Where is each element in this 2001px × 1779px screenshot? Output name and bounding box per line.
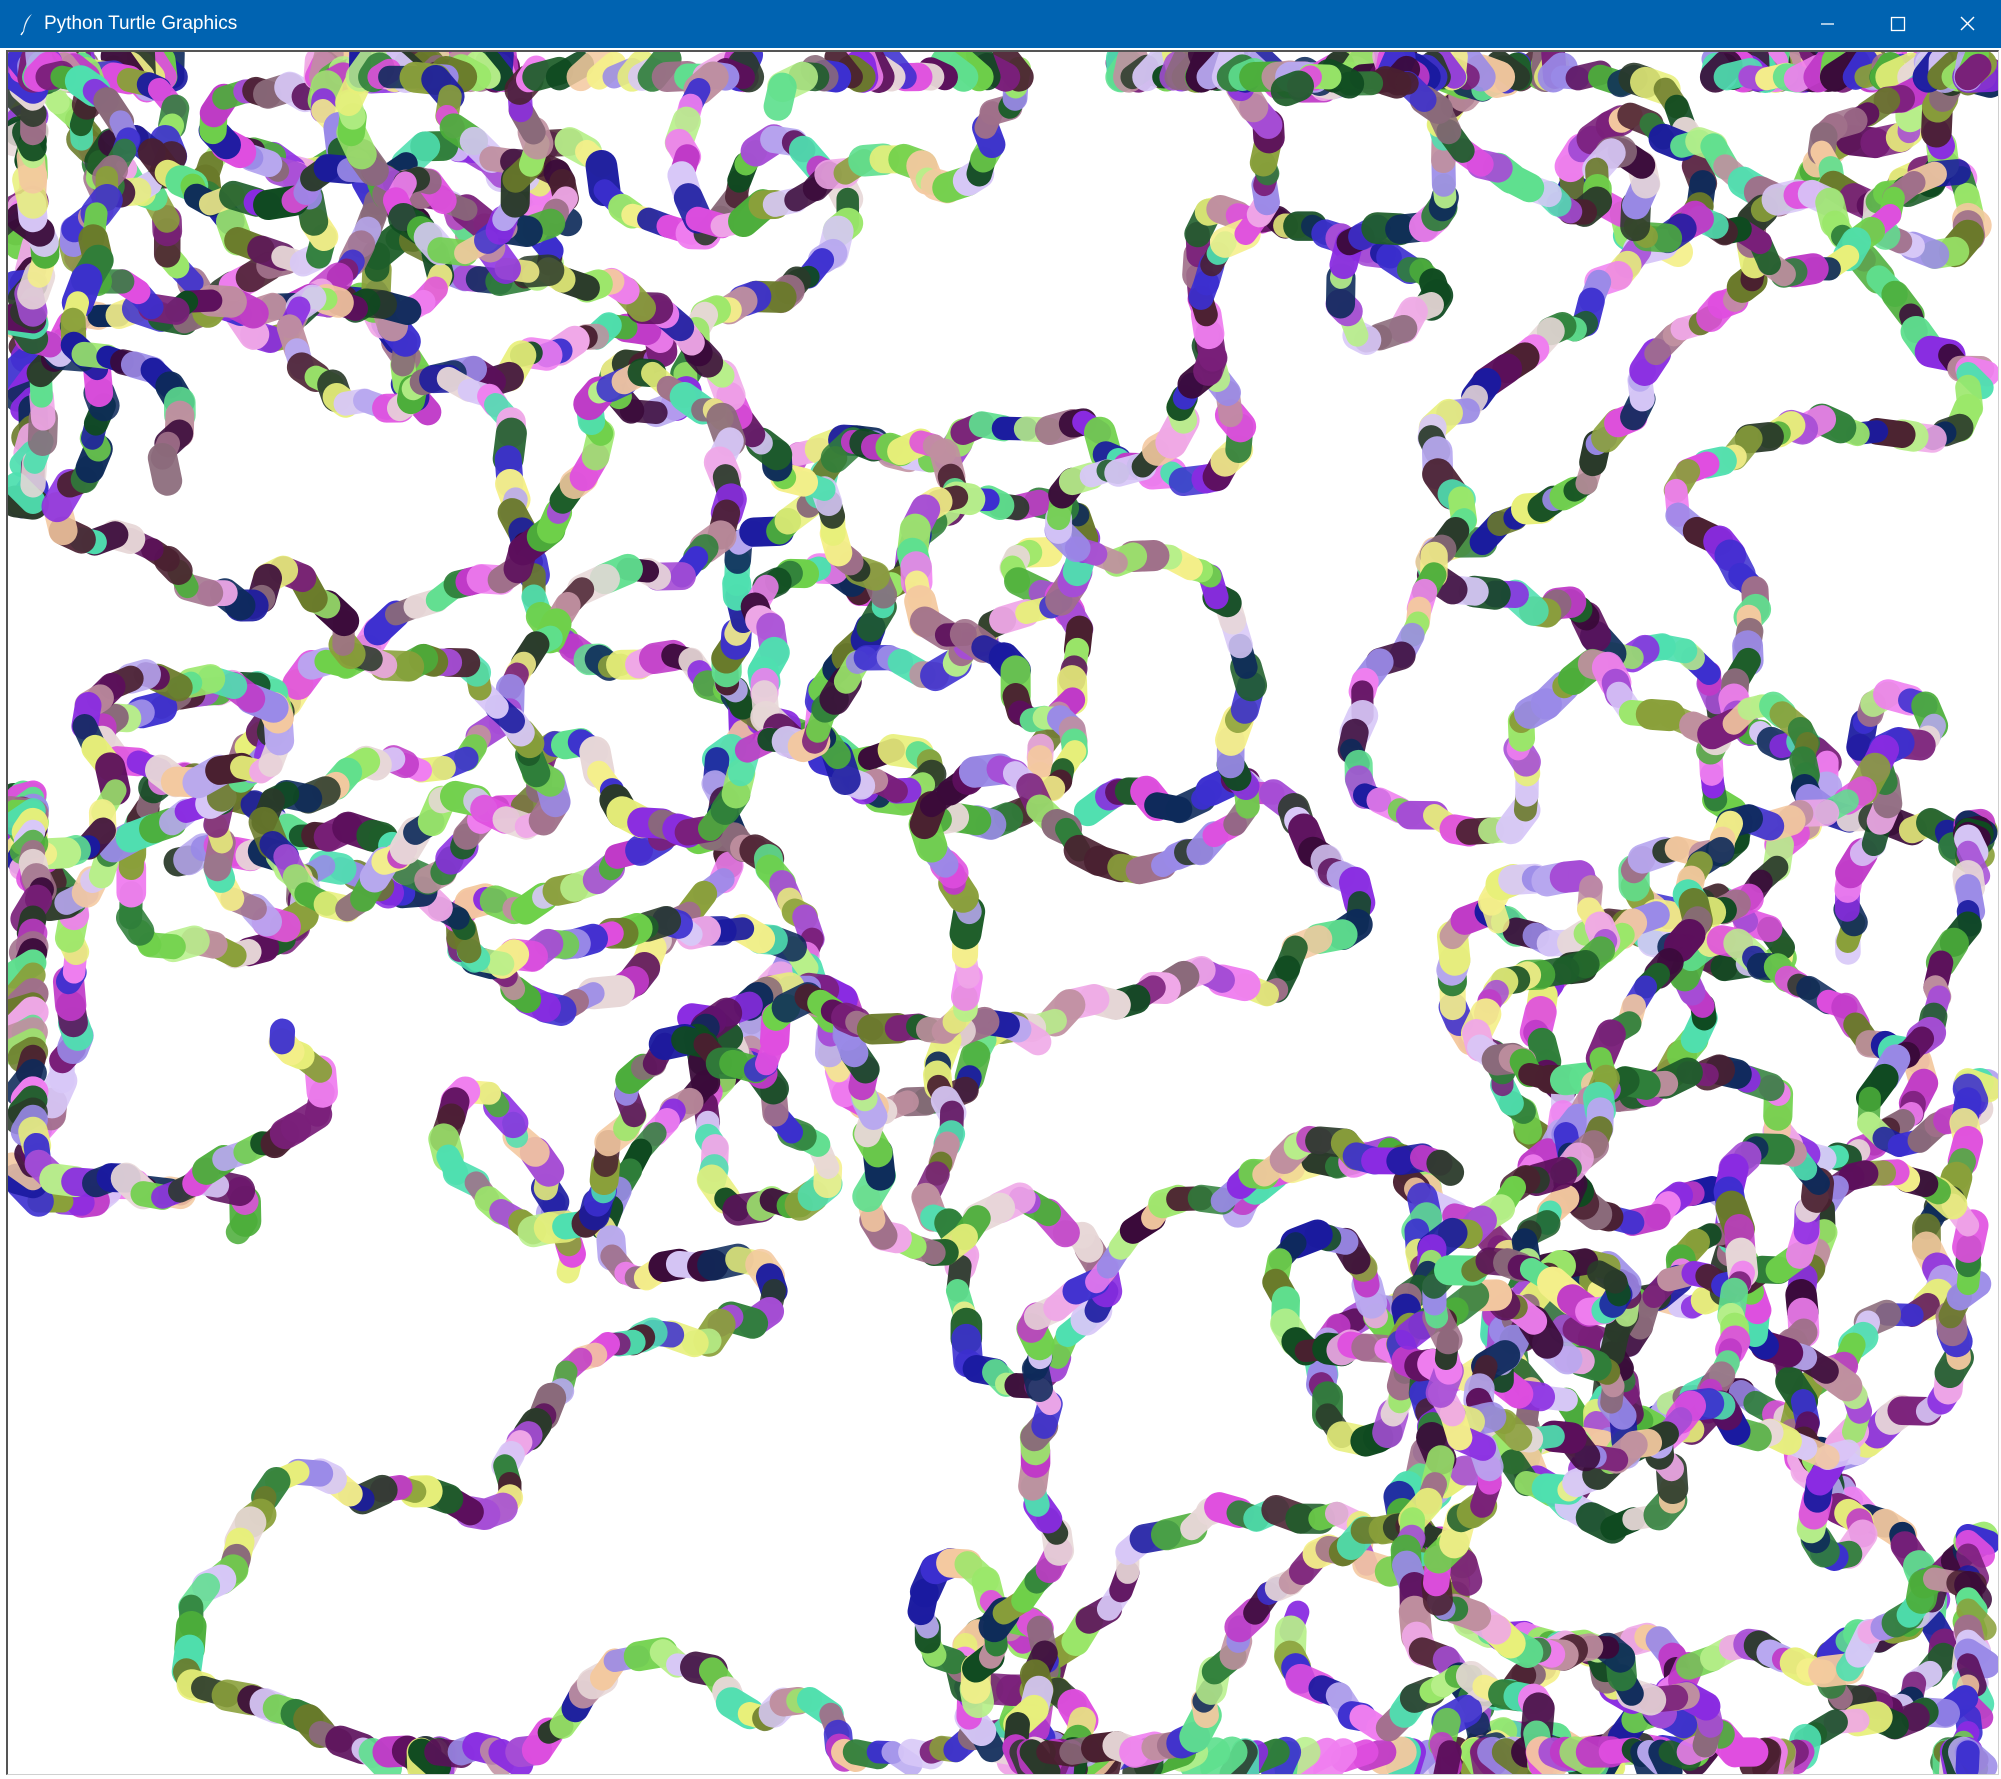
turtle-stroke <box>1270 70 1314 107</box>
close-button[interactable] <box>1932 0 2001 48</box>
turtle-stroke <box>147 442 183 496</box>
turtle-canvas-frame <box>6 50 1999 1775</box>
feather-icon <box>20 14 32 36</box>
turtle-stroke <box>1954 53 1992 91</box>
turtle-stroke <box>1587 1260 1628 1294</box>
title-bar[interactable]: Python Turtle Graphics <box>0 0 2001 48</box>
turtle-stroke <box>8 342 49 391</box>
turtle-stroke <box>1395 1311 1437 1350</box>
turtle-stroke <box>1426 1149 1465 1186</box>
turtle-stroke <box>1955 1740 1980 1774</box>
minimize-icon <box>1821 23 1834 25</box>
maximize-icon <box>1890 16 1906 32</box>
minimize-button[interactable] <box>1792 0 1862 48</box>
close-icon <box>1960 16 1975 31</box>
turtle-stroke <box>1019 1739 1061 1774</box>
turtle-stroke <box>1433 1740 1462 1774</box>
turtle-stroke <box>269 1018 296 1055</box>
window-title: Python Turtle Graphics <box>44 13 238 34</box>
turtle-canvas[interactable] <box>8 52 1998 1774</box>
turtle-stroke <box>1132 52 1178 92</box>
maximize-button[interactable] <box>1862 0 1932 48</box>
turtle-stroke <box>763 72 797 121</box>
turtle-stroke <box>1447 1548 1483 1596</box>
